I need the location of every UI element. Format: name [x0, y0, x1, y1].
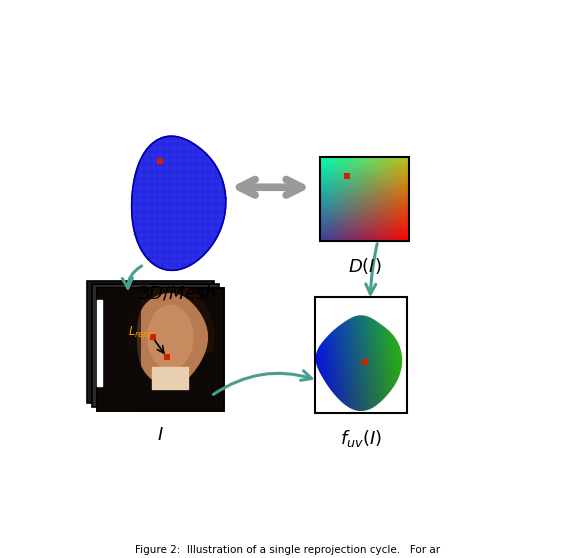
Polygon shape — [97, 300, 103, 386]
Bar — [97, 288, 223, 411]
Text: $3D/Mesh$: $3D/Mesh$ — [138, 284, 217, 303]
Polygon shape — [316, 315, 402, 411]
Polygon shape — [132, 136, 226, 270]
Bar — [315, 297, 407, 413]
Text: $f_{uv}(I)$: $f_{uv}(I)$ — [340, 428, 382, 449]
Text: $D(I)$: $D(I)$ — [347, 256, 381, 276]
Polygon shape — [126, 283, 215, 353]
Text: $L_{repr}$: $L_{repr}$ — [128, 324, 154, 341]
Text: Figure 2:  Illustration of a single reprojection cycle.   For ar: Figure 2: Illustration of a single repro… — [135, 545, 441, 555]
Bar — [92, 285, 219, 407]
Bar — [97, 288, 223, 411]
Polygon shape — [147, 305, 194, 370]
Polygon shape — [153, 367, 188, 389]
Polygon shape — [316, 315, 402, 411]
Bar — [87, 281, 214, 403]
Bar — [320, 157, 409, 241]
Polygon shape — [137, 293, 208, 386]
Polygon shape — [97, 288, 141, 411]
Text: $I$: $I$ — [157, 426, 164, 444]
